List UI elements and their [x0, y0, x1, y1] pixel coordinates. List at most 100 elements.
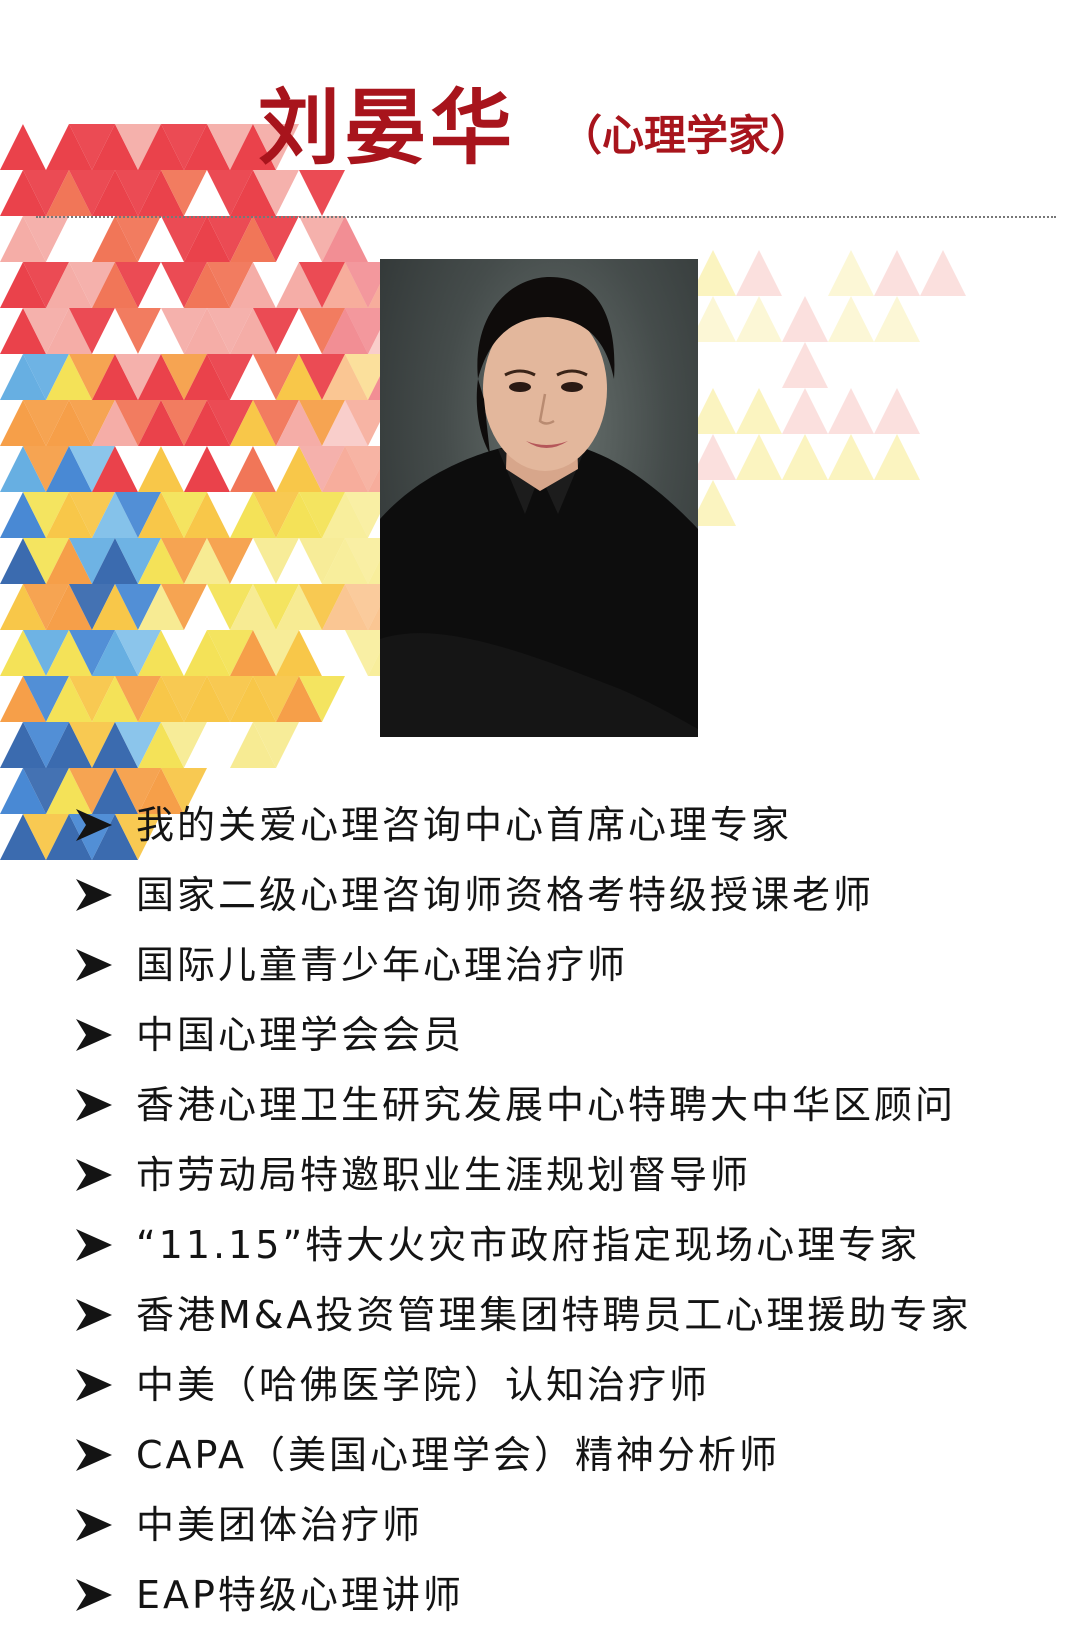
- mosaic-triangle: [23, 676, 69, 722]
- credential-text: EAP特级心理讲师: [136, 1573, 464, 1617]
- mosaic-triangle: [207, 492, 253, 538]
- mosaic-triangle: [23, 170, 69, 216]
- mosaic-triangle: [23, 722, 69, 768]
- mosaic-triangle: [230, 676, 276, 722]
- mosaic-triangle: [299, 538, 345, 584]
- mosaic-triangle: [161, 124, 207, 170]
- mosaic-triangle: [276, 584, 322, 630]
- credential-item: 香港心理卫生研究发展中心特聘大中华区顾问: [0, 1070, 1080, 1140]
- credential-text: 香港M&A投资管理集团特聘员工心理援助专家: [136, 1293, 972, 1337]
- mosaic-triangle: [207, 262, 253, 308]
- credential-text: 国际儿童青少年心理治疗师: [136, 943, 629, 987]
- mosaic-triangle: [207, 308, 253, 354]
- mosaic-triangle: [161, 170, 207, 216]
- mosaic-triangle: [138, 400, 184, 446]
- mosaic-triangle: [46, 446, 92, 492]
- mosaic-triangle: [782, 250, 828, 296]
- mosaic-triangle: [299, 216, 345, 262]
- mosaic-triangle: [207, 676, 253, 722]
- mosaic-triangle: [0, 446, 46, 492]
- mosaic-triangle: [276, 262, 322, 308]
- mosaic-triangle: [184, 400, 230, 446]
- credential-item: 中美（哈佛医学院）认知治疗师: [0, 1350, 1080, 1420]
- mosaic-triangle: [115, 216, 161, 262]
- mosaic-triangle: [690, 250, 736, 296]
- arrowhead-bullet-icon: [76, 1369, 112, 1401]
- mosaic-triangle: [690, 434, 736, 480]
- mosaic-triangle: [92, 262, 138, 308]
- mosaic-triangle: [69, 538, 115, 584]
- mosaic-triangle: [115, 308, 161, 354]
- mosaic-triangle: [230, 400, 276, 446]
- mosaic-triangle: [0, 630, 46, 676]
- mosaic-triangle: [782, 434, 828, 480]
- mosaic-triangle: [46, 722, 92, 768]
- credential-text: 国家二级心理咨询师资格考特级授课老师: [136, 873, 875, 917]
- mosaic-triangle: [184, 308, 230, 354]
- mosaic-triangle: [115, 124, 161, 170]
- mosaic-triangle: [253, 400, 299, 446]
- mosaic-triangle: [115, 676, 161, 722]
- mosaic-triangle: [0, 676, 46, 722]
- mosaic-triangle: [184, 584, 230, 630]
- arrowhead-bullet-icon: [76, 1439, 112, 1471]
- mosaic-triangle: [874, 434, 920, 480]
- mosaic-triangle: [874, 342, 920, 388]
- mosaic-triangle: [230, 584, 276, 630]
- mosaic-triangle: [322, 538, 368, 584]
- mosaic-triangle: [92, 124, 138, 170]
- mosaic-triangle: [92, 584, 138, 630]
- mosaic-triangle: [253, 308, 299, 354]
- credential-text: 中国心理学会会员: [136, 1013, 465, 1057]
- mosaic-triangle: [23, 354, 69, 400]
- mosaic-triangle: [161, 446, 207, 492]
- mosaic-triangle: [69, 354, 115, 400]
- mosaic-triangle: [230, 630, 276, 676]
- mosaic-triangle: [92, 354, 138, 400]
- mosaic-triangle: [299, 308, 345, 354]
- mosaic-triangle: [23, 216, 69, 262]
- mosaic-triangle: [92, 676, 138, 722]
- arrowhead-bullet-icon: [76, 1159, 112, 1191]
- mosaic-triangle: [322, 630, 368, 676]
- mosaic-triangle: [207, 630, 253, 676]
- mosaic-triangle: [161, 216, 207, 262]
- mosaic-triangle: [23, 814, 69, 860]
- mosaic-triangle: [138, 308, 184, 354]
- mosaic-triangle: [161, 722, 207, 768]
- mosaic-triangle: [0, 768, 46, 814]
- credential-item: 中国心理学会会员: [0, 1000, 1080, 1070]
- mosaic-triangle: [161, 768, 207, 814]
- mosaic-triangle: [782, 342, 828, 388]
- mosaic-triangle: [69, 630, 115, 676]
- credential-text: 中美团体治疗师: [136, 1503, 424, 1547]
- mosaic-triangle: [322, 400, 368, 446]
- mosaic-triangle: [161, 538, 207, 584]
- mosaic-triangle: [345, 630, 391, 676]
- mosaic-triangle: [115, 400, 161, 446]
- mosaic-triangle: [115, 538, 161, 584]
- mosaic-triangle: [276, 400, 322, 446]
- mosaic-triangle: [69, 262, 115, 308]
- mosaic-triangle: [207, 354, 253, 400]
- mosaic-triangle: [230, 124, 276, 170]
- header: 刘晏华 （心理学家）: [0, 78, 1080, 188]
- mosaic-triangle: [230, 722, 276, 768]
- mosaic-triangle: [161, 308, 207, 354]
- mosaic-triangle: [345, 492, 391, 538]
- mosaic-triangle: [736, 434, 782, 480]
- mosaic-triangle: [92, 814, 138, 860]
- mosaic-triangle: [69, 722, 115, 768]
- mosaic-triangle: [276, 170, 322, 216]
- mosaic-triangle: [230, 538, 276, 584]
- mosaic-triangle: [46, 354, 92, 400]
- mosaic-triangle: [23, 768, 69, 814]
- mosaic-triangle: [46, 216, 92, 262]
- arrowhead-bullet-icon: [76, 1299, 112, 1331]
- mosaic-triangle: [138, 446, 184, 492]
- dotted-divider: [36, 216, 1056, 218]
- mosaic-triangle: [0, 354, 46, 400]
- arrowhead-bullet-icon: [76, 879, 112, 911]
- mosaic-triangle: [253, 676, 299, 722]
